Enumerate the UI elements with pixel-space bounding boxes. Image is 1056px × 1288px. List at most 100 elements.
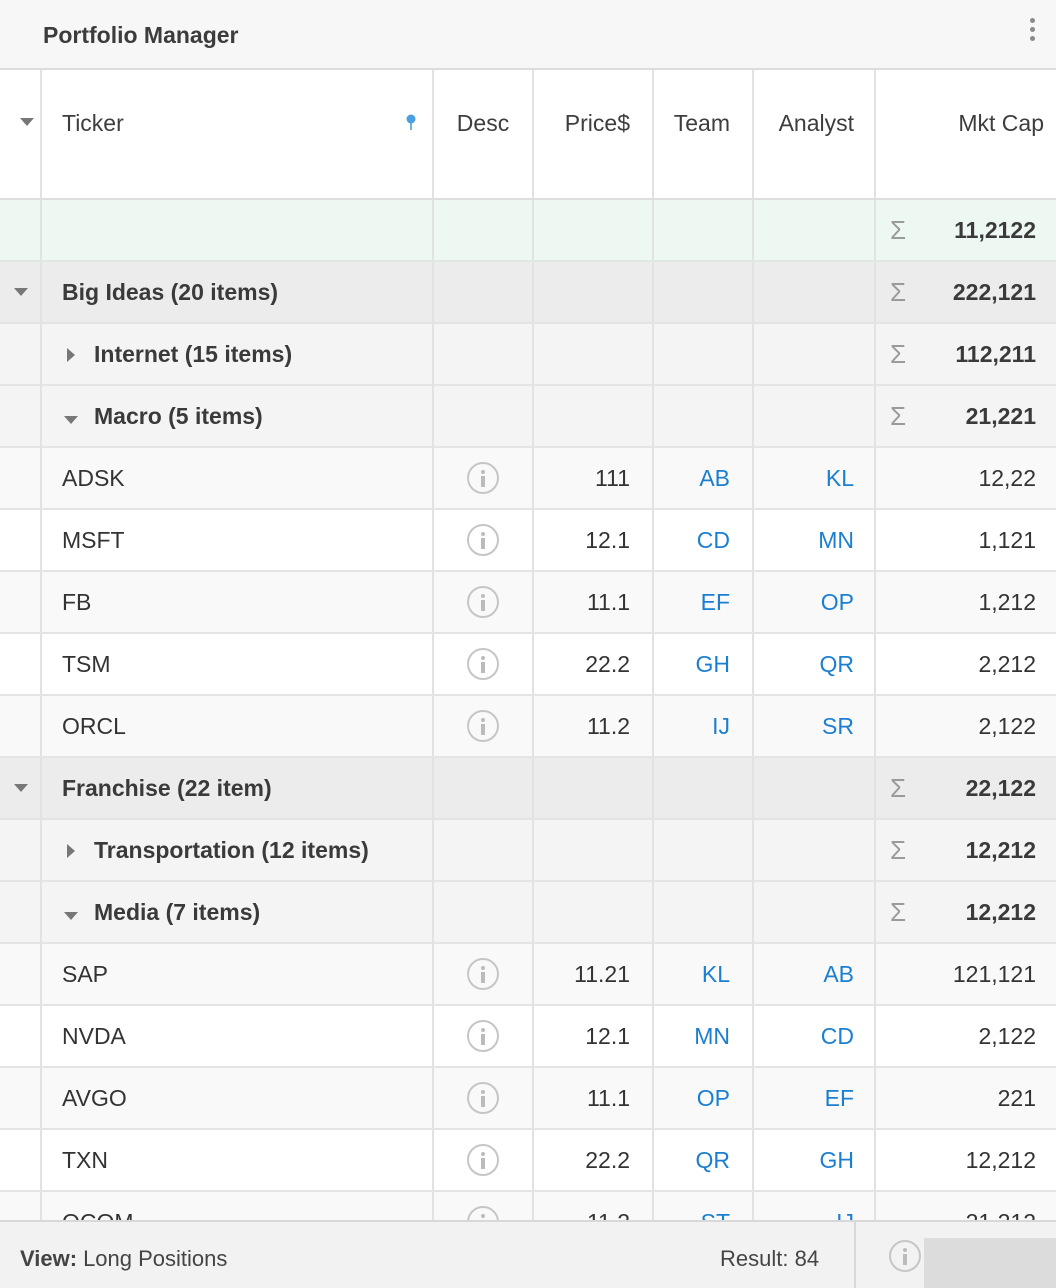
table-row[interactable]: TXN 22.2 QR GH 12,212 [0,1130,1056,1192]
team-link[interactable]: OP [654,1068,754,1128]
view-selector[interactable]: View: Long Positions [20,1246,227,1272]
subgroup-label: Internet (15 items) [94,340,293,367]
view-value: Long Positions [83,1246,228,1271]
subgroup-row[interactable]: Macro (5 items) Σ 21,221 [0,386,1056,448]
info-icon[interactable] [467,1082,499,1114]
price-cell: 22.2 [534,634,654,694]
table-row[interactable]: AVGO 11.1 OP EF 221 [0,1068,1056,1130]
group-row[interactable]: Franchise (22 item) Σ 22,122 [0,758,1056,820]
table-row[interactable]: SAP 11.21 KL AB 121,121 [0,944,1056,1006]
analyst-link[interactable]: EF [754,1068,876,1128]
ticker-cell: TXN [42,1130,434,1190]
group-mktcap: 22,122 [965,774,1036,801]
info-icon[interactable] [467,462,499,494]
table-row[interactable]: QCOM 11.2 ST IJ 21,212 [0,1192,1056,1220]
title-bar: Portfolio Manager [0,0,1056,70]
chevron-right-icon[interactable] [67,843,75,858]
mktcap-cell: 2,122 [978,1022,1036,1049]
mktcap-cell: 121,121 [952,960,1036,987]
team-link[interactable]: MN [654,1006,754,1066]
chevron-down-icon [20,118,34,126]
view-label: View: [20,1246,78,1271]
team-link[interactable]: ST [654,1192,754,1220]
analyst-link[interactable]: OP [754,572,876,632]
mktcap-cell: 1,212 [978,588,1036,615]
price-cell: 11.21 [534,944,654,1004]
app-title: Portfolio Manager [43,22,239,48]
team-link[interactable]: QR [654,1130,754,1190]
sigma-icon: Σ [890,772,907,803]
subgroup-row[interactable]: Internet (15 items) Σ 112,211 [0,324,1056,386]
sigma-icon: Σ [890,214,907,245]
table-row[interactable]: FB 11.1 EF OP 1,212 [0,572,1056,634]
info-icon[interactable] [467,710,499,742]
price-cell: 11.1 [534,572,654,632]
more-options-icon[interactable] [1024,18,1040,48]
team-link[interactable]: GH [654,634,754,694]
ticker-cell: QCOM [42,1192,434,1220]
ticker-cell: FB [42,572,434,632]
chevron-down-icon[interactable] [14,784,28,792]
ticker-cell: SAP [42,944,434,1004]
column-header-mktcap[interactable]: Mkt Cap [958,110,1044,136]
team-link[interactable]: EF [654,572,754,632]
collapse-all-toggle[interactable] [0,70,42,198]
column-header-price[interactable]: Price$ [534,70,654,198]
info-icon[interactable] [467,1144,499,1176]
analyst-link[interactable]: QR [754,634,876,694]
pin-icon[interactable] [406,114,416,130]
team-link[interactable]: IJ [654,696,754,756]
column-header-ticker[interactable]: Ticker [42,70,434,198]
sigma-icon: Σ [890,276,907,307]
status-bar: View: Long Positions Result: 84 [0,1220,1056,1288]
table-row[interactable]: MSFT 12.1 CD MN 1,121 [0,510,1056,572]
info-icon[interactable] [467,1020,499,1052]
sigma-icon: Σ [890,834,907,865]
table-row[interactable]: NVDA 12.1 MN CD 2,122 [0,1006,1056,1068]
analyst-link[interactable]: MN [754,510,876,570]
chevron-down-icon[interactable] [14,288,28,296]
analyst-link[interactable]: KL [754,448,876,508]
table-row[interactable]: TSM 22.2 GH QR 2,212 [0,634,1056,696]
info-icon[interactable] [467,648,499,680]
info-icon[interactable] [467,1206,499,1220]
info-icon[interactable] [467,586,499,618]
column-header-analyst[interactable]: Analyst [754,70,876,198]
subgroup-label: Transportation (12 items) [94,836,369,863]
column-header-desc[interactable]: Desc [434,70,534,198]
analyst-link[interactable]: CD [754,1006,876,1066]
price-cell: 22.2 [534,1130,654,1190]
group-label: Big Ideas (20 items) [42,262,434,322]
subgroup-mktcap: 12,212 [965,898,1036,925]
chevron-right-icon[interactable] [67,347,75,362]
analyst-link[interactable]: GH [754,1130,876,1190]
subgroup-mktcap: 112,211 [955,340,1036,367]
column-header-team[interactable]: Team [654,70,754,198]
analyst-link[interactable]: SR [754,696,876,756]
team-link[interactable]: AB [654,448,754,508]
team-link[interactable]: KL [654,944,754,1004]
sigma-icon: Σ [890,896,907,927]
info-icon[interactable] [889,1240,921,1272]
table-row[interactable]: ORCL 11.2 IJ SR 2,122 [0,696,1056,758]
analyst-link[interactable]: AB [754,944,876,1004]
analyst-link[interactable]: IJ [754,1192,876,1220]
info-icon[interactable] [467,524,499,556]
mktcap-cell: 221 [997,1084,1036,1111]
table-row[interactable]: ADSK 111 AB KL 12,22 [0,448,1056,510]
subgroup-row[interactable]: Transportation (12 items) Σ 12,212 [0,820,1056,882]
subgroup-row[interactable]: Media (7 items) Σ 12,212 [0,882,1056,944]
group-row[interactable]: Big Ideas (20 items) Σ 222,121 [0,262,1056,324]
price-cell: 12.1 [534,1006,654,1066]
team-link[interactable]: CD [654,510,754,570]
total-mktcap: 11,2122 [954,216,1036,243]
ticker-cell: ADSK [42,448,434,508]
mktcap-cell: 12,212 [965,1146,1036,1173]
sigma-icon: Σ [890,400,907,431]
info-icon[interactable] [467,958,499,990]
column-header-row: Ticker Desc Price$ Team Analyst Mkt Cap [0,70,1056,200]
chevron-down-icon[interactable] [64,911,78,920]
price-cell: 11.2 [534,1192,654,1220]
subgroup-mktcap: 21,221 [965,402,1036,429]
chevron-down-icon[interactable] [64,415,78,424]
